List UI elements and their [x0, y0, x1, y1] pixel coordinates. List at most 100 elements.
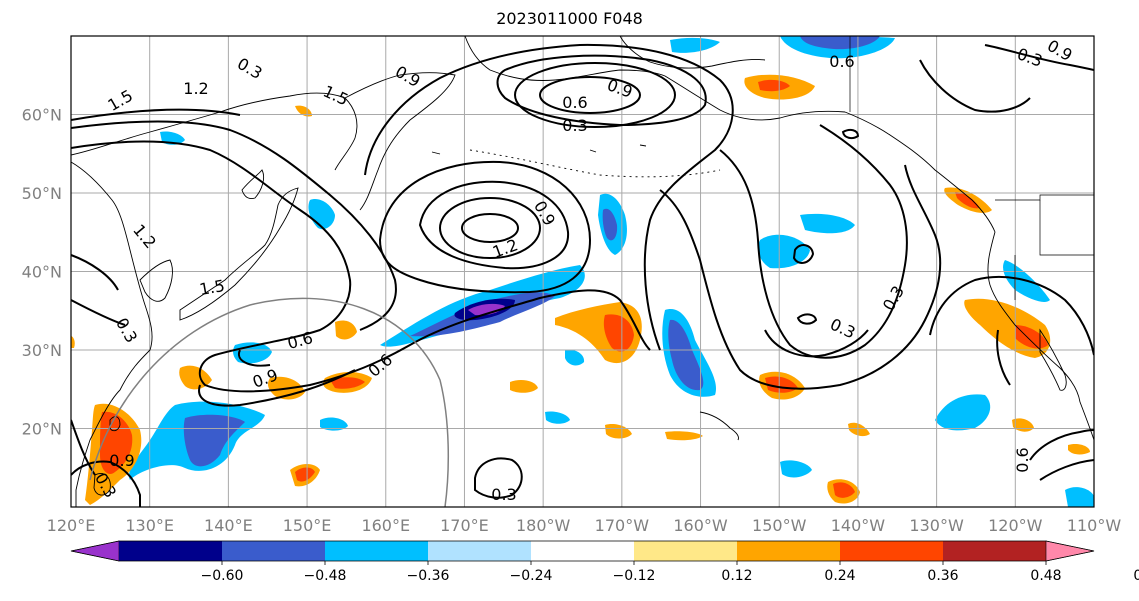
- contour-line: [719, 124, 908, 359]
- contour-line: [514, 62, 676, 128]
- colorbar-tick-label: 0.12: [721, 568, 752, 584]
- contour-line: [539, 76, 641, 114]
- positive-anomaly-area: [833, 482, 855, 498]
- contour-line: [984, 44, 1094, 71]
- positive-anomaly-area: [510, 380, 538, 393]
- longitude-tick-label: 140°W: [831, 516, 886, 535]
- svg-text:0.3: 0.3: [562, 116, 587, 135]
- longitude-tick-label: 160°W: [673, 516, 728, 535]
- negative-anomaly-area: [565, 349, 585, 366]
- contour-line: [71, 120, 397, 331]
- contour-line: [792, 244, 815, 264]
- svg-text:1.5: 1.5: [198, 276, 226, 299]
- contour-line: [496, 54, 707, 127]
- colorbar-segment: [737, 541, 841, 561]
- positive-anomaly-area: [603, 314, 634, 352]
- longitude-tick-label: 150°W: [752, 516, 807, 535]
- longitude-labels: 120°E 130°E 140°E 150°E 160°E 170°E 180°W 170°W…: [47, 516, 1122, 535]
- contour-line: [439, 197, 541, 259]
- colorbar-segment: [634, 541, 738, 561]
- contour-label: 0.3: [491, 485, 516, 504]
- colorbar-tick-label: 0.36: [927, 568, 958, 584]
- colorbar-tick-label: −0.60: [201, 568, 244, 584]
- positive-anomaly-area: [295, 105, 312, 117]
- contour-line: [929, 276, 1094, 356]
- latitude-tick-label: 50°N: [22, 184, 62, 203]
- positive-anomaly-area: [848, 422, 870, 437]
- positive-anomaly-area: [295, 467, 315, 482]
- longitude-tick-label: 170°E: [440, 516, 489, 535]
- negative-anomaly-area: [935, 394, 991, 431]
- colorbar-tick-label: 0.60: [1133, 568, 1139, 584]
- contour-line: [71, 299, 126, 326]
- colorbar-tick-label: −0.48: [304, 568, 347, 584]
- colorbar-segment: [531, 541, 635, 561]
- anomaly-shading: [71, 36, 1094, 507]
- contour-lines: [71, 43, 1094, 507]
- map-title: 2023011000 F048: [496, 9, 643, 28]
- contour-line: [841, 128, 860, 140]
- negative-anomaly-area: [320, 417, 348, 431]
- positive-anomaly-area: [330, 377, 365, 389]
- latitude-tick-label: 30°N: [22, 341, 62, 360]
- contour-label: 0.6: [562, 93, 587, 112]
- contour-line: [796, 313, 818, 325]
- negative-anomaly-area: [602, 208, 618, 241]
- positive-anomaly-area: [335, 320, 357, 340]
- contour-line: [1039, 459, 1094, 481]
- contour-line: [474, 457, 523, 499]
- longitude-tick-label: 180°W: [516, 516, 571, 535]
- contour-line: [1029, 429, 1094, 461]
- colorbar-segment: [840, 541, 944, 561]
- contour-line: [378, 160, 592, 294]
- longitude-tick-label: 160°E: [361, 516, 410, 535]
- negative-anomaly-area: [800, 36, 880, 50]
- contour-label: 1.5: [198, 276, 226, 299]
- colorbar-segment: [119, 541, 223, 561]
- contour-line: [198, 369, 356, 407]
- contour-label: 1.2: [183, 79, 208, 98]
- contour-line: [71, 140, 651, 393]
- negative-anomaly-area: [670, 37, 720, 53]
- svg-text:0.6: 0.6: [1013, 447, 1032, 472]
- map-frame: [70, 35, 1095, 508]
- latitude-tick-label: 20°N: [22, 420, 62, 439]
- negative-anomaly-area: [668, 319, 704, 391]
- longitude-tick-label: 120°E: [47, 516, 96, 535]
- svg-text:0.9: 0.9: [109, 451, 134, 470]
- contour-line: [764, 329, 869, 358]
- contour-line: [659, 164, 942, 390]
- contour-line: [71, 460, 141, 507]
- contour-line: [461, 213, 519, 243]
- colorbar-extend-high: [1045, 540, 1095, 562]
- coastlines: [71, 36, 1094, 507]
- colorbar: −0.60 −0.48 −0.36 −0.24 −0.12 0.12 0.24 0.36 0.4…: [70, 540, 1139, 584]
- longitude-tick-label: 150°E: [283, 516, 332, 535]
- colorbar-tick-label: 0.24: [824, 568, 855, 584]
- contour-label: 0.3: [562, 116, 587, 135]
- range-circle: [89, 297, 450, 507]
- longitude-tick-label: 130°E: [125, 516, 174, 535]
- latitude-tick-label: 60°N: [22, 106, 62, 125]
- positive-anomaly-area: [1068, 443, 1090, 455]
- colorbar-segment: [222, 541, 326, 561]
- longitude-tick-label: 130°W: [909, 516, 964, 535]
- contour-line: [919, 59, 1031, 113]
- positive-anomaly-area: [71, 335, 75, 348]
- negative-anomaly-area: [183, 414, 245, 467]
- positive-anomaly-area: [100, 411, 133, 475]
- map-gridlines: [71, 36, 1094, 507]
- longitude-tick-label: 140°E: [204, 516, 253, 535]
- svg-text:0.3: 0.3: [491, 485, 516, 504]
- negative-anomaly-area: [800, 213, 855, 234]
- latitude-labels: 20°N 30°N 40°N 50°N 60°N: [22, 106, 62, 439]
- contour-line: [237, 349, 271, 367]
- contour-label: 0.6: [1013, 447, 1032, 472]
- contour-label: 0.9: [109, 451, 134, 470]
- contour-line: [418, 180, 570, 270]
- contour-line: [71, 254, 119, 291]
- longitude-tick-label: 170°W: [595, 516, 650, 535]
- positive-anomaly-area: [955, 192, 980, 209]
- svg-text:0.6: 0.6: [562, 93, 587, 112]
